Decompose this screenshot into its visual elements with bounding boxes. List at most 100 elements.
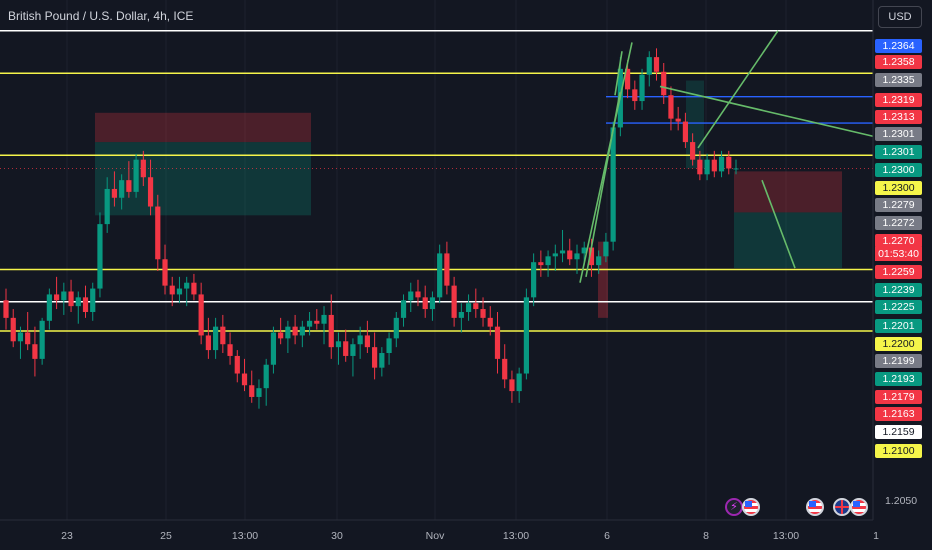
candle [653, 48, 660, 81]
candle [465, 294, 472, 321]
candle-body [690, 142, 696, 160]
candle-body [75, 297, 81, 307]
candle [718, 150, 725, 178]
candle [343, 329, 349, 362]
candle [184, 276, 190, 307]
candle [437, 244, 443, 304]
price-label: 1.2313 [875, 110, 922, 124]
horizontal-levels [0, 30, 873, 332]
candle [494, 312, 501, 374]
candle-body [126, 180, 132, 192]
candle-body [718, 156, 725, 172]
candle [256, 379, 262, 409]
price-label: 1.2272 [875, 216, 922, 230]
candle [227, 332, 233, 365]
candle-body [234, 355, 240, 374]
candle [241, 358, 248, 392]
candle-body [343, 341, 349, 356]
candle [133, 153, 139, 198]
trend-line [761, 179, 796, 269]
candle [220, 314, 226, 354]
candle-body [523, 297, 529, 374]
candle-body [559, 250, 566, 254]
symbol-title[interactable]: British Pound / U.S. Dollar, 4h, ICE [8, 9, 194, 23]
time-axis-tick: 13:00 [772, 530, 800, 542]
time-axis-tick: 6 [604, 530, 610, 542]
time-axis-tick: 23 [61, 530, 73, 542]
candle-body [429, 297, 436, 310]
price-label: 1.2358 [875, 55, 922, 69]
candle [278, 317, 284, 345]
candle-body [53, 294, 60, 301]
candle-body [68, 291, 74, 307]
candle-body [574, 253, 580, 260]
candle-body [653, 57, 660, 72]
price-label: 1.2301 [875, 145, 922, 159]
candle-body [726, 156, 732, 169]
price-label: 1.2239 [875, 283, 922, 297]
candle [314, 309, 320, 330]
us-flag-icon[interactable] [742, 498, 760, 516]
candle [408, 282, 414, 312]
candle [10, 309, 16, 348]
candle-body [372, 347, 378, 368]
candle [545, 250, 551, 277]
candle [3, 288, 9, 330]
candle-body [104, 188, 110, 225]
candle [162, 244, 168, 295]
candle [639, 68, 645, 110]
candle [451, 276, 457, 327]
candle-body [46, 294, 52, 321]
candle [61, 282, 67, 315]
candle-body [169, 285, 175, 295]
lightning-icon[interactable]: ⚡ [725, 498, 743, 516]
candle-body [675, 118, 681, 122]
price-label: 1.2319 [875, 93, 922, 107]
candle-body [270, 332, 277, 365]
price-label: 1.2364 [875, 39, 922, 53]
candle-body [111, 188, 118, 198]
currency-button[interactable]: USD [878, 6, 922, 28]
stop-zone [95, 112, 311, 143]
candle-body [733, 168, 739, 170]
candle-body [350, 344, 356, 356]
candle [531, 253, 537, 307]
target-zone [734, 212, 842, 269]
candle-body [119, 180, 125, 198]
bar-countdown: 01:53:40 [875, 247, 922, 261]
candle [690, 133, 696, 166]
candle-body [278, 332, 284, 339]
us-flag-icon[interactable] [850, 498, 868, 516]
candle-body [3, 300, 9, 318]
candle [480, 297, 486, 327]
uk-flag-icon[interactable] [833, 498, 851, 516]
candle-body [596, 256, 602, 266]
candle-body [682, 121, 689, 143]
time-axis-tick: Nov [425, 530, 445, 542]
candle-body [697, 159, 703, 175]
candle [263, 358, 269, 406]
candle-body [321, 314, 327, 324]
candle [364, 320, 370, 354]
us-flag-icon[interactable] [806, 498, 824, 516]
candle-body [184, 282, 190, 289]
candle-body [480, 309, 486, 318]
candle [140, 150, 146, 187]
candle-body [285, 326, 291, 339]
candle-body [552, 253, 558, 257]
candle-body [538, 262, 544, 266]
candle [126, 161, 132, 198]
candle-body [415, 291, 421, 298]
highlight-zone [598, 241, 608, 318]
candle-body [393, 317, 399, 339]
candle-body [379, 353, 385, 368]
candle [191, 273, 197, 301]
candle [596, 250, 602, 274]
candle-body [639, 74, 645, 102]
trend-line [697, 30, 779, 149]
candle [429, 291, 436, 321]
candle [603, 232, 609, 263]
candle-body [451, 285, 457, 318]
price-label: 1.2270 [875, 234, 922, 248]
